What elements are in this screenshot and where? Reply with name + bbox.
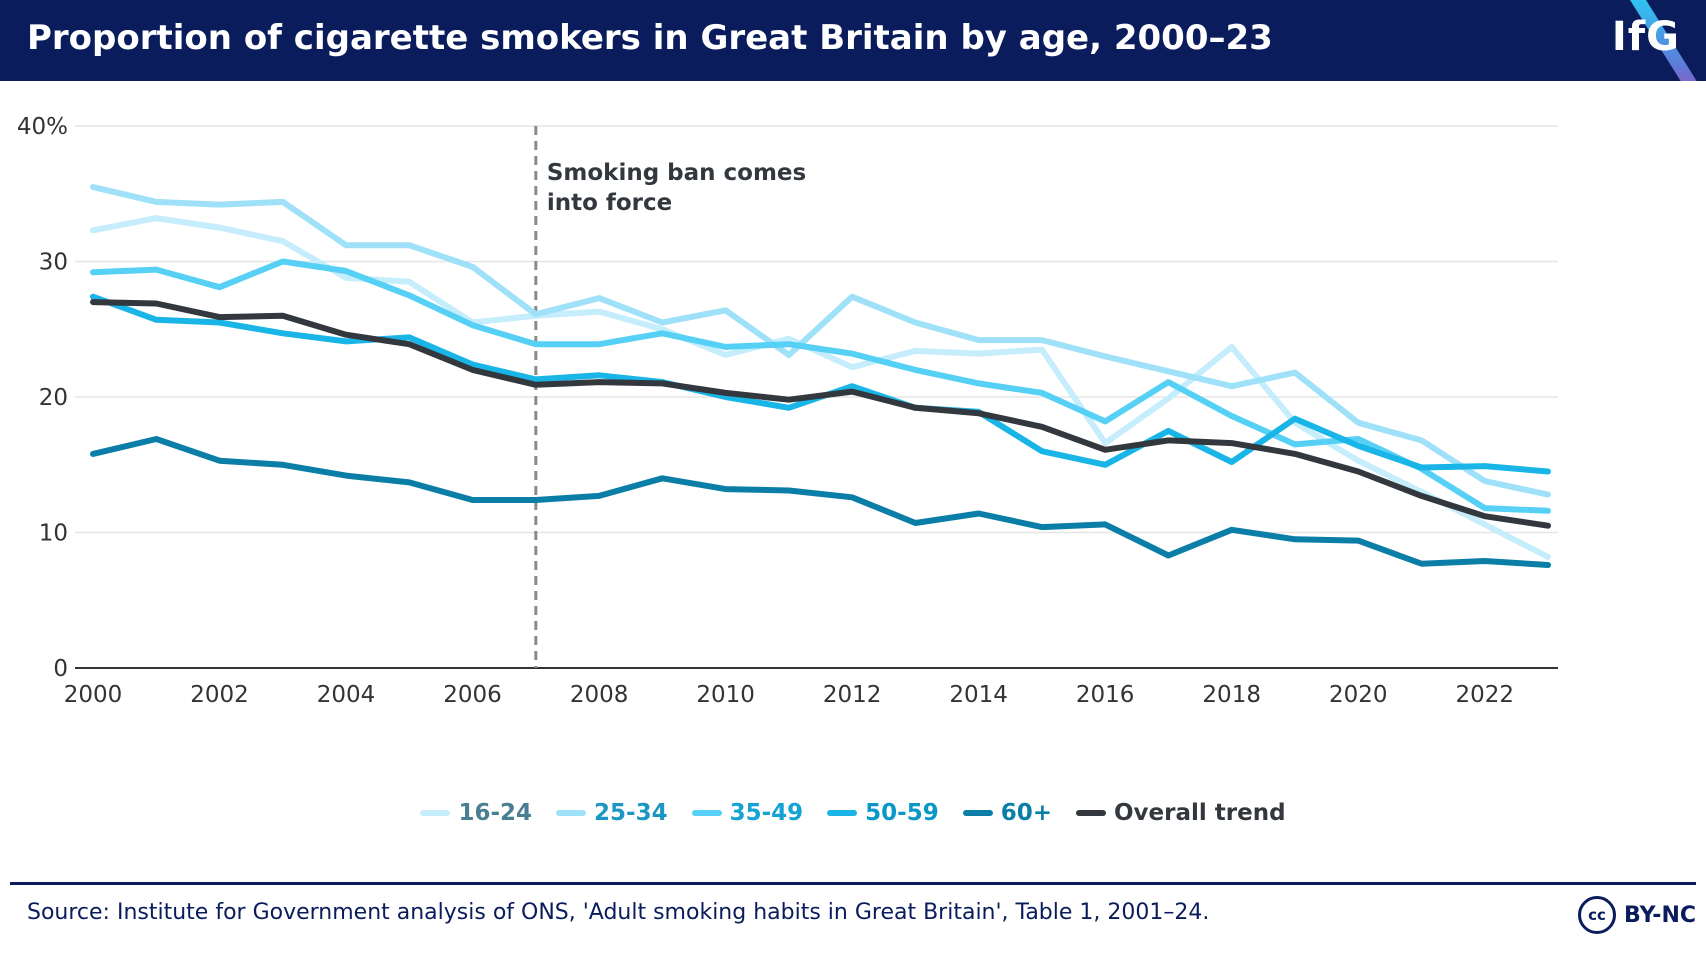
creative-commons-icon: cc [1578, 896, 1617, 934]
legend-label: 50-59 [865, 800, 939, 826]
x-tick-label: 2016 [1076, 682, 1135, 708]
chart-header: Proportion of cigarette smokers in Great… [0, 0, 1706, 81]
legend-swatch [420, 810, 451, 816]
legend-label: 60+ [1000, 800, 1052, 826]
x-tick-label: 2010 [696, 682, 755, 708]
legend-swatch [827, 810, 858, 816]
annotation-label: Smoking ban comes [547, 160, 806, 186]
series-line-35-49 [90, 258, 1551, 514]
license: cc BY-NC [1578, 896, 1696, 934]
x-tick-label: 2002 [190, 682, 249, 708]
annotation-label: into force [547, 190, 672, 216]
legend-label: Overall trend [1113, 800, 1286, 826]
x-tick-label: 2000 [64, 682, 123, 708]
footer-divider [10, 882, 1696, 885]
ifg-logo: IfG [1611, 14, 1680, 60]
y-tick-label: 30 [39, 250, 68, 276]
license-label: BY-NC [1624, 902, 1696, 928]
x-tick-label: 2006 [443, 682, 502, 708]
series-line-25-34 [90, 184, 1551, 498]
x-tick-label: 2022 [1455, 682, 1514, 708]
y-tick-label: 10 [39, 521, 68, 547]
legend-item: 50-59 [827, 800, 939, 826]
legend-item: Overall trend [1075, 800, 1286, 826]
legend-swatch [962, 810, 993, 816]
y-tick-label: 40% [17, 114, 68, 140]
y-tick-label: 0 [53, 656, 68, 682]
x-tick-label: 2014 [949, 682, 1008, 708]
legend-swatch [691, 810, 722, 816]
legend-item: 16-24 [420, 800, 532, 826]
legend-item: 35-49 [691, 800, 804, 826]
source-note: Source: Institute for Government analysi… [27, 900, 1210, 925]
legend-swatch [556, 810, 587, 816]
series-line-overall-trend [90, 299, 1551, 529]
series-line-60 [90, 436, 1551, 568]
y-tick-label: 20 [39, 385, 68, 411]
chart-legend: 16-24 25-34 35-49 50-59 60+ Overall trend [0, 800, 1706, 826]
x-tick-label: 2020 [1329, 682, 1388, 708]
x-tick-label: 2004 [317, 682, 376, 708]
x-tick-label: 2018 [1202, 682, 1261, 708]
series-line-16-24 [90, 215, 1551, 560]
chart-title: Proportion of cigarette smokers in Great… [27, 18, 1273, 58]
legend-label: 25-34 [594, 800, 668, 826]
legend-label: 16-24 [458, 800, 533, 826]
legend-item: 60+ [962, 800, 1052, 826]
x-tick-label: 2008 [570, 682, 629, 708]
x-tick-label: 2012 [823, 682, 882, 708]
legend-swatch [1075, 810, 1106, 816]
legend-label: 35-49 [729, 800, 804, 826]
line-chart: 0 10 20 30 40% 2000 2002 2004 2006 2008 2010 2012 20… [17, 114, 1558, 708]
legend-item: 25-34 [556, 800, 668, 826]
